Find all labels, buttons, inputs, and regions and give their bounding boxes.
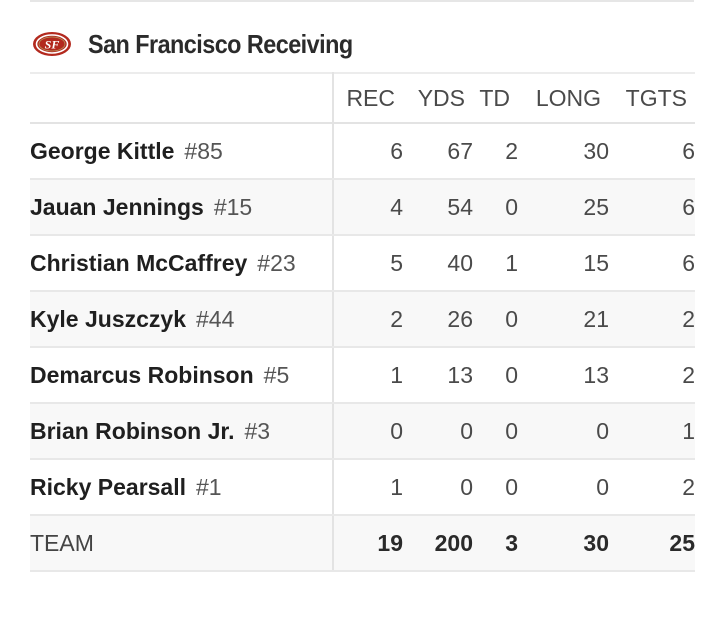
stat-tgts: 2 bbox=[609, 291, 695, 348]
table-row: Christian McCaffrey #23 5 40 1 15 6 bbox=[30, 235, 695, 292]
stat-rec: 5 bbox=[333, 235, 403, 292]
top-divider bbox=[30, 0, 694, 2]
stat-long: 21 bbox=[518, 291, 609, 348]
49ers-logo-icon: SF bbox=[33, 32, 71, 56]
team-total-label: TEAM bbox=[30, 515, 334, 572]
team-stat-td: 3 bbox=[473, 515, 518, 572]
svg-text:SF: SF bbox=[45, 38, 60, 52]
stat-long: 15 bbox=[518, 235, 609, 292]
column-header-tgts[interactable]: TGTS bbox=[609, 72, 695, 124]
stat-yds: 40 bbox=[403, 235, 473, 292]
stat-rec: 0 bbox=[333, 403, 403, 460]
stat-tgts: 2 bbox=[609, 459, 695, 516]
player-cell: George Kittle #85 bbox=[30, 123, 334, 180]
player-cell: Brian Robinson Jr. #3 bbox=[30, 403, 334, 460]
player-jersey-number: #85 bbox=[184, 137, 223, 164]
stat-td: 0 bbox=[473, 459, 518, 516]
player-name-link[interactable]: George Kittle bbox=[30, 137, 175, 164]
stat-tgts: 6 bbox=[609, 179, 695, 236]
player-cell: Kyle Juszczyk #44 bbox=[30, 291, 334, 348]
stat-tgts: 6 bbox=[609, 235, 695, 292]
column-header-yds[interactable]: YDS bbox=[403, 72, 473, 124]
stat-tgts: 6 bbox=[609, 123, 695, 180]
team-stat-yds: 200 bbox=[403, 515, 473, 572]
player-cell: Christian McCaffrey #23 bbox=[30, 235, 334, 292]
stat-yds: 0 bbox=[403, 459, 473, 516]
section-header: SF San Francisco Receiving bbox=[32, 22, 382, 66]
player-name-link[interactable]: Jauan Jennings bbox=[30, 193, 204, 220]
stat-yds: 13 bbox=[403, 347, 473, 404]
stat-long: 0 bbox=[518, 403, 609, 460]
stat-long: 25 bbox=[518, 179, 609, 236]
player-jersey-number: #44 bbox=[195, 305, 235, 332]
player-name-link[interactable]: Ricky Pearsall bbox=[30, 473, 187, 500]
player-cell: Demarcus Robinson #5 bbox=[30, 347, 334, 404]
table-header-row: REC YDS TD LONG TGTS bbox=[30, 72, 695, 124]
table-row: Jauan Jennings #15 4 54 0 25 6 bbox=[30, 179, 695, 236]
stat-tgts: 2 bbox=[609, 347, 695, 404]
player-column-header bbox=[30, 72, 334, 124]
column-header-long[interactable]: LONG bbox=[518, 72, 609, 124]
stat-tgts: 1 bbox=[609, 403, 695, 460]
stat-rec: 4 bbox=[333, 179, 403, 236]
player-jersey-number: #23 bbox=[257, 249, 296, 276]
team-total-row: TEAM 19 200 3 30 25 bbox=[30, 515, 695, 572]
stat-long: 30 bbox=[518, 123, 609, 180]
column-header-rec[interactable]: REC bbox=[333, 72, 403, 124]
receiving-stats-table: REC YDS TD LONG TGTS George Kittle #85 6 67… bbox=[30, 72, 695, 572]
player-jersey-number: #1 bbox=[196, 473, 222, 500]
table-row: Kyle Juszczyk #44 2 26 0 21 2 bbox=[30, 291, 695, 348]
stat-td: 0 bbox=[473, 347, 518, 404]
team-stat-long: 30 bbox=[518, 515, 609, 572]
stat-yds: 0 bbox=[403, 403, 473, 460]
player-jersey-number: #15 bbox=[213, 193, 253, 220]
stat-long: 13 bbox=[518, 347, 609, 404]
stat-yds: 67 bbox=[403, 123, 473, 180]
team-stat-rec: 19 bbox=[333, 515, 403, 572]
stat-td: 0 bbox=[473, 403, 518, 460]
stat-long: 0 bbox=[518, 459, 609, 516]
stat-td: 0 bbox=[473, 179, 518, 236]
player-name-link[interactable]: Brian Robinson Jr. bbox=[30, 417, 235, 444]
player-name-link[interactable]: Demarcus Robinson bbox=[30, 361, 254, 388]
table-row: Brian Robinson Jr. #3 0 0 0 0 1 bbox=[30, 403, 695, 460]
table-row: Demarcus Robinson #5 1 13 0 13 2 bbox=[30, 347, 695, 404]
stat-td: 1 bbox=[473, 235, 518, 292]
player-name-link[interactable]: Kyle Juszczyk bbox=[30, 305, 186, 332]
player-cell: Ricky Pearsall #1 bbox=[30, 459, 334, 516]
player-jersey-number: #5 bbox=[263, 361, 290, 388]
player-jersey-number: #3 bbox=[244, 417, 271, 444]
page-title: San Francisco Receiving bbox=[88, 28, 353, 59]
team-stat-tgts: 25 bbox=[609, 515, 695, 572]
stat-rec: 1 bbox=[333, 459, 403, 516]
table-row: Ricky Pearsall #1 1 0 0 0 2 bbox=[30, 459, 695, 516]
stat-rec: 2 bbox=[333, 291, 403, 348]
stat-rec: 1 bbox=[333, 347, 403, 404]
stat-td: 0 bbox=[473, 291, 518, 348]
column-header-td[interactable]: TD bbox=[473, 72, 518, 124]
player-name-link[interactable]: Christian McCaffrey bbox=[30, 249, 248, 276]
player-cell: Jauan Jennings #15 bbox=[30, 179, 334, 236]
table-row: George Kittle #85 6 67 2 30 6 bbox=[30, 123, 695, 180]
stat-yds: 54 bbox=[403, 179, 473, 236]
stat-yds: 26 bbox=[403, 291, 473, 348]
stat-td: 2 bbox=[473, 123, 518, 180]
stat-rec: 6 bbox=[333, 123, 403, 180]
